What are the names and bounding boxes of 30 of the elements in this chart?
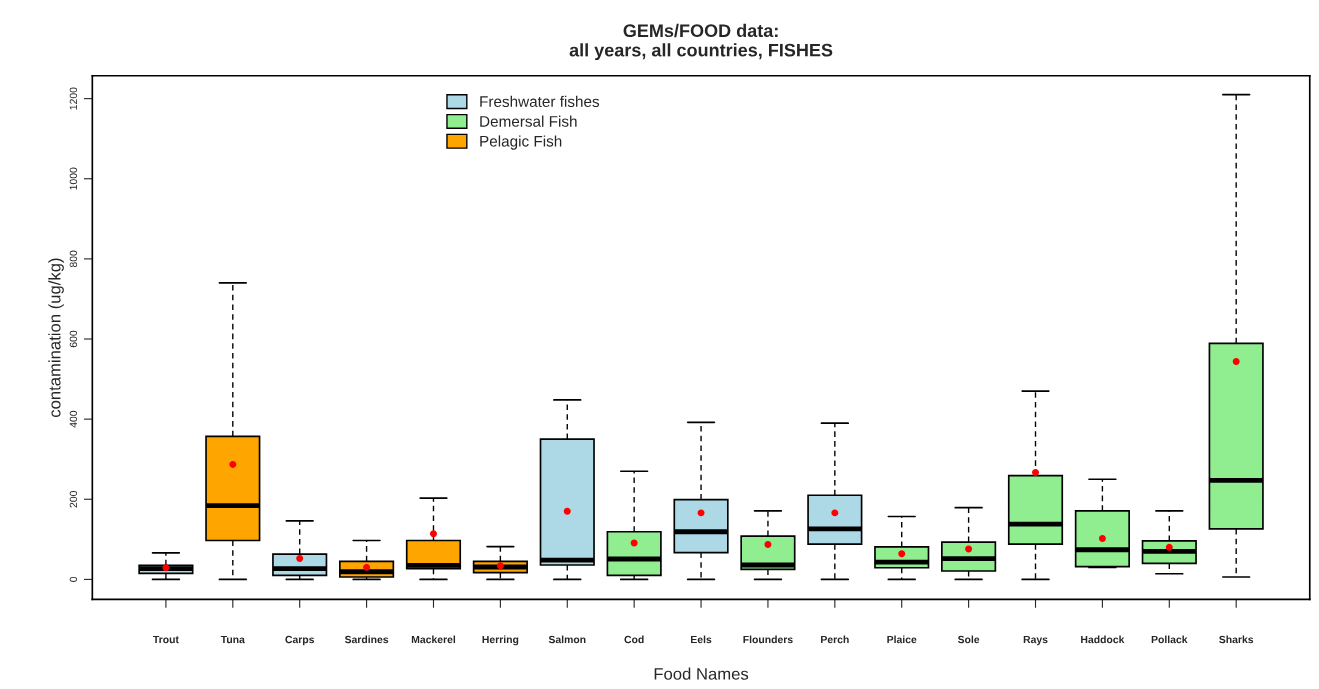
y-axis-title: contamination (ug/kg) xyxy=(48,258,64,418)
y-tick-label: 0 xyxy=(69,576,78,582)
x-tick-label: Pollack xyxy=(1151,635,1188,644)
x-tick-label: Tuna xyxy=(220,635,245,644)
y-tick-label: 600 xyxy=(69,330,78,348)
x-tick-label: Herring xyxy=(482,635,519,646)
y-tick-label: 1000 xyxy=(69,167,78,190)
x-tick-label: Carps xyxy=(285,635,315,646)
y-tick-label: 1200 xyxy=(69,87,78,110)
x-tick-label: Rays xyxy=(1023,635,1048,646)
x-tick-label: Plaice xyxy=(887,635,917,644)
legend-label: Freshwater fishes xyxy=(480,95,600,107)
x-tick-label: Flounders xyxy=(743,635,793,644)
x-tick-label: Perch xyxy=(821,635,849,644)
x-tick-label: Mackerel xyxy=(411,635,456,644)
x-tick-label: Trout xyxy=(153,635,179,644)
x-tick-label: Eels xyxy=(691,635,712,644)
legend-label: Pelagic Fish xyxy=(480,135,562,150)
x-tick-label: Cod xyxy=(624,635,644,644)
x-tick-label: Sharks xyxy=(1219,635,1254,644)
y-tick-label: 400 xyxy=(69,410,78,428)
legend-label: Demersal Fish xyxy=(480,115,577,127)
x-tick-label: Sole xyxy=(957,635,980,644)
y-tick-label: 800 xyxy=(69,250,78,268)
x-axis-title: Food Names xyxy=(654,667,749,680)
x-tick-label: Sardines xyxy=(344,635,389,644)
y-tick-label: 200 xyxy=(69,490,78,508)
chart-title: GEMs/FOOD data: all years, all countries, FISHES xyxy=(569,23,833,61)
x-tick-label: Salmon xyxy=(548,635,586,644)
x-tick-label: Haddock xyxy=(1081,635,1125,644)
